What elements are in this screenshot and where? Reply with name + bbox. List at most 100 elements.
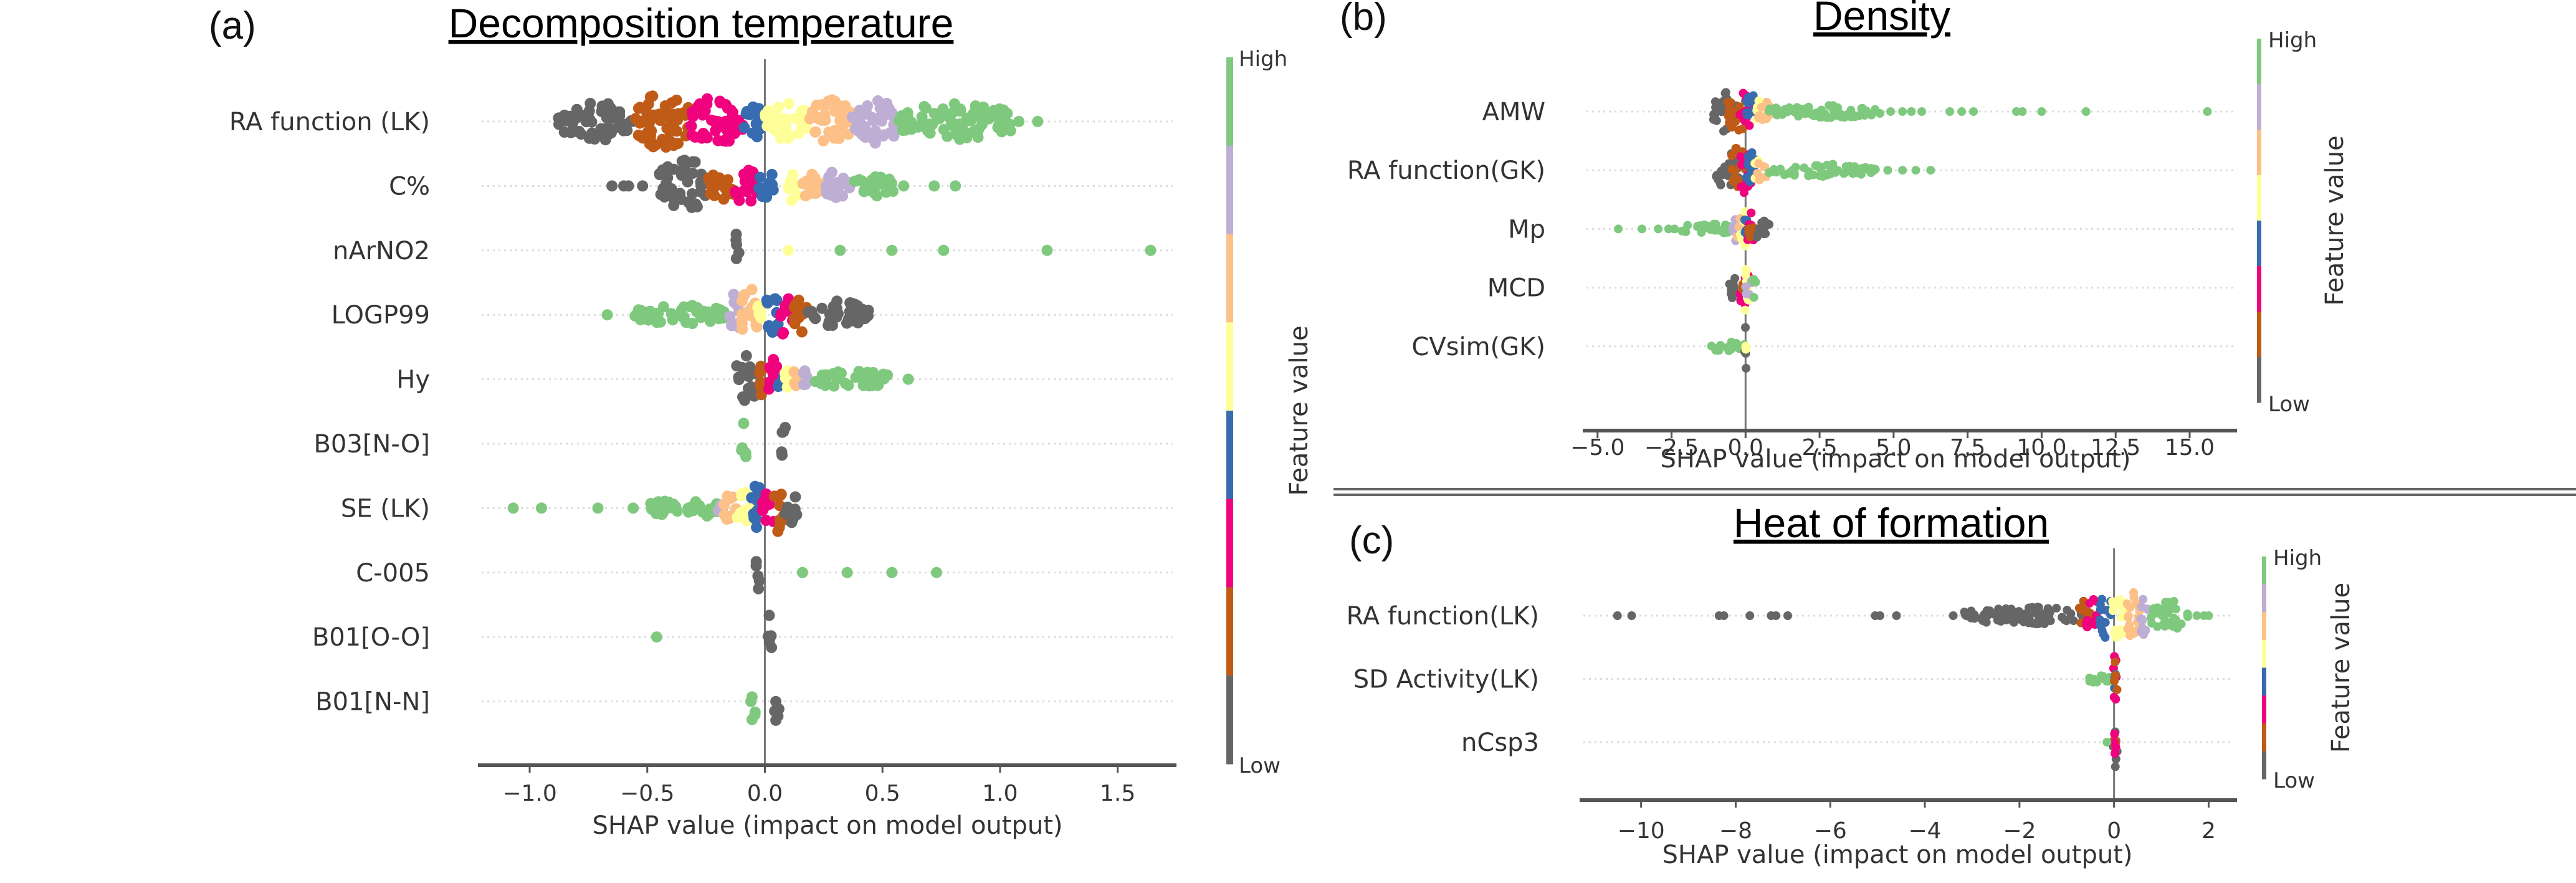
shap-point	[1709, 110, 1719, 119]
shap-point	[1145, 244, 1157, 256]
shap-point	[1792, 103, 1801, 112]
shap-point	[819, 109, 831, 121]
shap-point	[1727, 294, 1737, 302]
colorbar-bin	[2257, 130, 2261, 176]
shap-point	[718, 509, 730, 521]
shap-point	[2037, 107, 2046, 116]
shap-point	[789, 504, 801, 515]
colorbar-high-label: High	[2273, 546, 2322, 571]
shap-point	[862, 100, 873, 112]
shap-point	[786, 194, 798, 206]
shap-point	[1828, 103, 1838, 113]
x-tick-label: 15.0	[2165, 435, 2215, 461]
shap-point	[1638, 224, 1646, 234]
shap-point	[776, 449, 788, 461]
shap-point	[2146, 613, 2155, 623]
shap-point	[630, 113, 641, 125]
shap-point	[899, 112, 910, 124]
shap-point	[880, 186, 892, 198]
shap-point	[747, 127, 758, 139]
x-tick-label: 1.0	[982, 781, 1018, 806]
shap-point	[1730, 173, 1740, 183]
shap-point	[2102, 677, 2111, 685]
shap-point	[742, 306, 754, 317]
feature-row: B01[N-N]	[315, 688, 1173, 726]
shap-point	[750, 560, 762, 571]
colorbar-bin	[1226, 499, 1233, 588]
colorbar-bin	[2262, 723, 2266, 752]
shap-point	[755, 377, 766, 389]
shap-point	[695, 312, 707, 323]
shap-point	[2203, 107, 2212, 116]
shap-point	[697, 506, 708, 518]
colorbar-bin	[2257, 312, 2261, 358]
colorbar-bin	[2262, 556, 2266, 585]
colorbar-bin	[1226, 145, 1233, 234]
colorbar-bin	[1226, 234, 1233, 323]
x-tick-label: −8	[1719, 818, 1752, 844]
shap-point	[745, 695, 756, 707]
feature-row: C%	[389, 155, 1173, 213]
shap-point	[738, 418, 750, 429]
shap-point	[553, 112, 565, 124]
shap-point	[2175, 619, 2184, 629]
panel-title-b: Density	[1813, 0, 1950, 39]
shap-point	[737, 323, 748, 335]
shap-point	[1749, 293, 1758, 302]
shap-point	[2129, 588, 2138, 597]
shap-point	[2069, 616, 2078, 626]
panel-decomposition-temperature: (a) Decomposition temperature RA functio…	[209, 0, 1314, 840]
shap-point	[2137, 614, 2146, 624]
shap-point	[738, 289, 750, 301]
shap-point	[2110, 677, 2119, 685]
shap-point	[789, 491, 801, 503]
shap-point	[2139, 594, 2148, 604]
shap-point	[1861, 163, 1870, 172]
shap-point	[975, 103, 987, 115]
shap-point	[1926, 166, 1935, 175]
shap-point	[797, 178, 809, 189]
shap-point	[787, 169, 799, 181]
feature-row: SE (LK)	[341, 480, 1173, 537]
shap-point	[1736, 152, 1745, 161]
panel-heat-of-formation: (c) Heat of formation RA function(LK) SD …	[1347, 500, 2355, 869]
shap-point	[868, 115, 880, 126]
shap-point	[656, 500, 667, 512]
colorbar-bin	[2257, 84, 2261, 130]
shap-point	[672, 505, 683, 517]
shap-point	[1917, 107, 1926, 116]
shap-point	[854, 122, 866, 133]
shap-point	[1735, 102, 1744, 112]
colorbar-title: Feature value	[2327, 583, 2355, 753]
shap-point	[1773, 105, 1782, 114]
shap-point	[763, 631, 774, 642]
colorbar-bin	[2257, 175, 2261, 221]
feature-row: B03[N-O]	[313, 418, 1173, 462]
shap-point	[773, 490, 785, 502]
x-tick-label: 10.0	[2016, 435, 2066, 461]
shap-point	[740, 350, 752, 361]
shap-point	[1876, 611, 1884, 620]
shap-point	[659, 190, 671, 202]
shap-point	[2129, 629, 2139, 638]
shap-point	[2101, 618, 2110, 627]
colorbar-high-label: High	[1239, 47, 1287, 72]
shap-point	[595, 123, 607, 135]
shap-point	[834, 244, 846, 256]
shap-point	[869, 137, 881, 149]
shap-point	[708, 189, 720, 201]
shap-point	[831, 302, 842, 314]
shap-point	[1816, 170, 1826, 179]
shap-point	[710, 125, 722, 136]
shap-point	[2102, 738, 2112, 747]
shap-point	[1804, 102, 1813, 112]
shap-point	[2160, 622, 2170, 631]
feature-row: nArNO2	[333, 228, 1173, 265]
shap-point	[761, 191, 773, 203]
shap-point	[839, 100, 851, 112]
shap-point	[796, 326, 808, 338]
colorbar-b: High Low Feature value	[2257, 28, 2349, 417]
shap-point	[682, 176, 694, 188]
shap-point	[1727, 165, 1737, 174]
shap-point	[2110, 729, 2119, 738]
